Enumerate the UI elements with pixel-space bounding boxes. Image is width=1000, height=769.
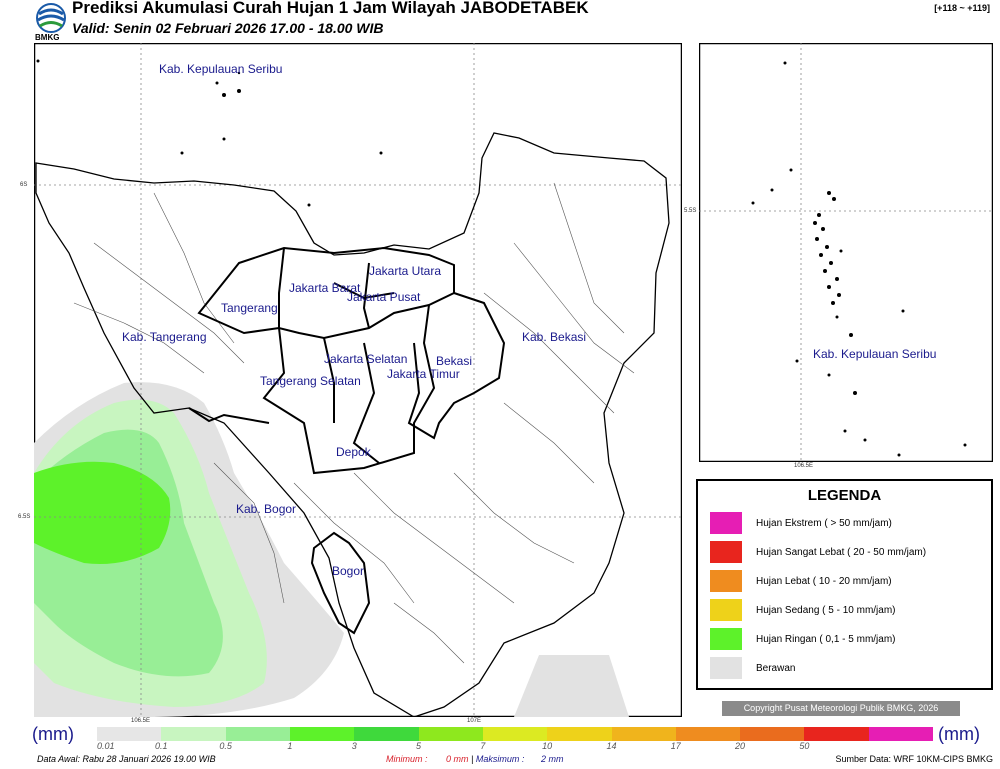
legend-item-ringan: Hujan Ringan ( 0,1 - 5 mm/jam) xyxy=(710,628,896,650)
scale-tick-8: 14 xyxy=(606,741,617,751)
legend-swatch xyxy=(710,512,742,534)
label-kepulauan-seribu: Kab. Kepulauan Seribu xyxy=(159,62,282,76)
legend-swatch xyxy=(710,657,742,679)
legend-item-sangat-lebat: Hujan Sangat Lebat ( 20 - 50 mm/jam) xyxy=(710,541,926,563)
scale-tick-4: 3 xyxy=(351,741,357,751)
scale-tick-0: 0.01 xyxy=(97,741,115,751)
scale-swatch-9 xyxy=(675,727,741,741)
label-kab-bogor: Kab. Bogor xyxy=(236,502,296,516)
inset-label: Kab. Kepulauan Seribu xyxy=(813,347,936,361)
forecast-range: [+118 ~ +119] xyxy=(934,3,990,13)
valid-time: Valid: Senin 02 Februari 2026 17.00 - 18… xyxy=(72,20,384,36)
minimum-value: 0 mm xyxy=(446,754,469,764)
rain-shading xyxy=(34,382,629,717)
legend-label: Hujan Sedang ( 5 - 10 mm/jam) xyxy=(756,604,896,616)
unit-label-right: (mm) xyxy=(938,724,980,744)
color-scale-bar xyxy=(97,727,934,741)
label-jakarta-pusat: Jakarta Pusat xyxy=(347,290,421,304)
label-bogor: Bogor xyxy=(332,564,364,578)
inset-lat-tick: 5.5S xyxy=(684,208,697,214)
inset-map[interactable]: Kab. Kepulauan Seribu xyxy=(699,43,993,462)
scale-tick-5: 5 xyxy=(416,741,422,751)
label-jakarta-utara: Jakarta Utara xyxy=(369,264,441,278)
legend-swatch xyxy=(710,628,742,650)
scale-tick-1: 0.1 xyxy=(155,741,168,751)
scale-swatch-10 xyxy=(740,727,805,741)
copyright-badge: Copyright Pusat Meteorologi Publik BMKG,… xyxy=(722,701,960,716)
minimum-label: Minimum : xyxy=(386,754,428,764)
legend-label: Hujan Lebat ( 10 - 20 mm/jam) xyxy=(756,575,892,587)
data-awal: Data Awal: Rabu 28 Januari 2026 19.00 WI… xyxy=(37,754,216,764)
scale-tick-9: 17 xyxy=(670,741,681,751)
scale-swatch-11 xyxy=(804,727,869,741)
inset-lon-tick: 106.5E xyxy=(794,463,814,469)
legend-label: Berawan xyxy=(756,662,796,674)
land-outline xyxy=(35,132,670,717)
label-depok: Depok xyxy=(336,445,372,459)
legend-label: Hujan Ekstrem ( > 50 mm/jam) xyxy=(756,517,892,529)
lon-tick-107e: 107E xyxy=(467,718,482,724)
maximum-value: 2 mm xyxy=(540,754,564,764)
legend-label: Hujan Sangat Lebat ( 20 - 50 mm/jam) xyxy=(756,546,927,558)
bmkg-logo-icon xyxy=(36,3,66,33)
maximum-label: Maksimum : xyxy=(475,754,525,764)
main-map[interactable]: Kab. Kepulauan Seribu Jakarta Utara Jaka… xyxy=(34,43,682,717)
label-jakarta-selatan: Jakarta Selatan xyxy=(324,352,407,366)
label-tangerang: Tangerang xyxy=(221,301,278,315)
color-scale-ticks: 0.01 0.1 0.5 1 3 5 7 10 14 17 20 50 xyxy=(97,741,933,753)
scale-swatch-4 xyxy=(354,727,419,741)
scale-swatch-5 xyxy=(418,727,483,741)
scale-swatch-2 xyxy=(225,727,290,741)
district-boundaries xyxy=(73,182,635,664)
islands xyxy=(36,59,383,207)
label-jakarta-barat: Jakarta Barat xyxy=(289,281,361,295)
scale-swatch-12 xyxy=(868,727,934,741)
scale-swatch-1 xyxy=(161,727,226,741)
lat-tick-6s-label: 6S xyxy=(20,182,28,188)
min-max-summary: Minimum : 0 mm | Maksimum : 2 mm xyxy=(386,754,563,764)
legend-label: Hujan Ringan ( 0,1 - 5 mm/jam) xyxy=(756,633,896,645)
scale-swatch-7 xyxy=(547,727,612,741)
label-jakarta-timur: Jakarta Timur xyxy=(387,367,460,381)
page-title: Prediksi Akumulasi Curah Hujan 1 Jam Wil… xyxy=(72,0,589,17)
label-tangerang-selatan: Tangerang Selatan xyxy=(260,374,361,388)
scale-swatch-6 xyxy=(482,727,548,741)
legend-item-lebat: Hujan Lebat ( 10 - 20 mm/jam) xyxy=(710,570,892,592)
legend-item-ekstrem: Hujan Ekstrem ( > 50 mm/jam) xyxy=(710,512,892,534)
scale-tick-7: 10 xyxy=(542,741,553,751)
data-source: Sumber Data: WRF 10KM-CIPS BMKG xyxy=(835,754,993,764)
label-kab-tangerang: Kab. Tangerang xyxy=(122,330,207,344)
scale-tick-10: 20 xyxy=(735,741,746,751)
graticule xyxy=(34,43,682,717)
scale-swatch-0 xyxy=(97,727,162,741)
city-boundaries xyxy=(188,246,506,635)
label-kab-bekasi: Kab. Bekasi xyxy=(522,330,586,344)
lat-tick-6-5s-label: 6.5S xyxy=(18,514,31,520)
label-bekasi: Bekasi xyxy=(436,354,472,368)
legend-item-berawan: Berawan xyxy=(710,657,795,679)
inset-islands xyxy=(751,61,967,457)
legend-title: LEGENDA xyxy=(807,487,882,504)
legend-swatch xyxy=(710,570,742,592)
scale-tick-2: 0.5 xyxy=(219,741,232,751)
scale-tick-3: 1 xyxy=(287,741,293,751)
legend-swatch xyxy=(710,599,742,621)
legend: LEGENDA Hujan Ekstrem ( > 50 mm/jam) Huj… xyxy=(696,479,993,690)
scale-tick-6: 7 xyxy=(480,741,486,751)
unit-label-left: (mm) xyxy=(32,724,74,744)
scale-swatch-8 xyxy=(611,727,676,741)
separator: | xyxy=(471,754,474,764)
scale-swatch-3 xyxy=(289,727,355,741)
logo-text: BMKG xyxy=(35,33,60,42)
lon-tick-106-5e: 106.5E xyxy=(131,718,151,724)
scale-tick-11: 50 xyxy=(799,741,810,751)
legend-swatch xyxy=(710,541,742,563)
legend-item-sedang: Hujan Sedang ( 5 - 10 mm/jam) xyxy=(710,599,896,621)
